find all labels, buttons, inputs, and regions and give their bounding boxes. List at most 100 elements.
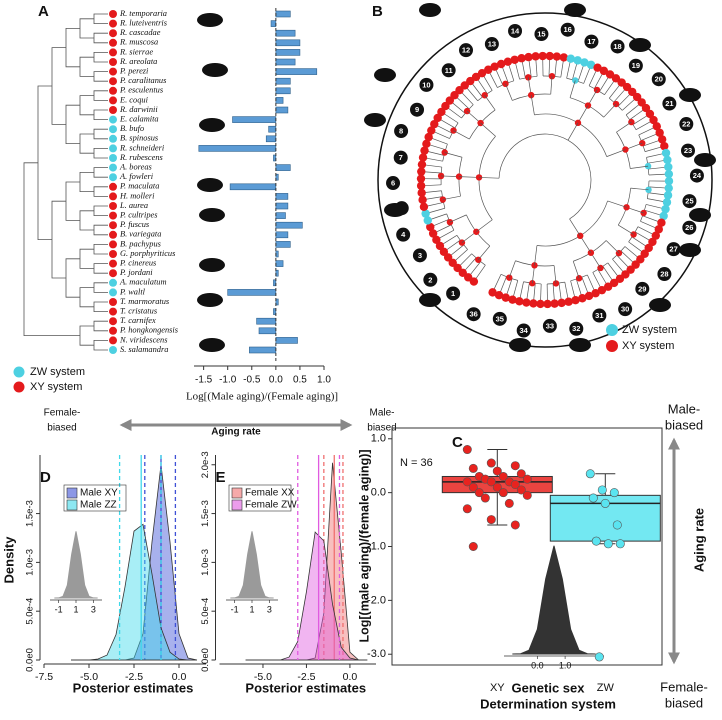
point [612, 520, 622, 530]
tree-branch [618, 224, 634, 235]
tip-dot [552, 52, 562, 61]
species-label: R. darwinii [119, 105, 158, 114]
point [462, 445, 472, 455]
species-label: R. luteiventris [119, 19, 167, 28]
tip-label: 18 [613, 42, 621, 51]
inset-density [230, 531, 274, 599]
inset-tick-label: -1 [55, 604, 63, 614]
species-label: R. areolata [119, 57, 157, 66]
tip-dot [417, 167, 426, 176]
point [510, 480, 520, 490]
inset-tick-label: 3 [91, 604, 96, 614]
silhouette [199, 118, 225, 132]
point [522, 490, 532, 500]
tip-dot [661, 148, 671, 158]
tree-branch [449, 214, 467, 223]
tree-branch [566, 60, 571, 79]
y-tick-label: 0.0 [371, 487, 386, 499]
tree-branch [637, 226, 655, 236]
tip-badge [592, 308, 607, 323]
tip-dot [578, 294, 587, 303]
tree-branch [93, 90, 108, 101]
tip-dot [538, 51, 547, 61]
tree-branch [648, 192, 667, 196]
arrow-left-label: Female- [44, 408, 81, 419]
legend-dot [606, 340, 618, 352]
tree-branch [442, 112, 459, 124]
tip-label: 6 [391, 179, 395, 188]
bar [258, 327, 277, 335]
species-label: T. carnifex [120, 316, 156, 325]
tree-branch [644, 146, 663, 152]
note: N = 36 [400, 457, 433, 469]
tree-branch [423, 184, 442, 187]
legend-swatch [231, 487, 243, 499]
system-dot [109, 278, 117, 287]
tip-badge [610, 39, 625, 54]
point [462, 504, 472, 514]
legend-label: ZW system [30, 366, 85, 378]
tip-dot [663, 155, 672, 165]
tree-branch [577, 105, 589, 124]
x-tick-label: ZW [597, 682, 615, 694]
point [516, 469, 526, 479]
tip-dot [418, 195, 427, 205]
tip-label: 10 [422, 80, 430, 89]
species-label: R. sierrae [119, 47, 153, 56]
tip-dot [417, 188, 426, 198]
tip-label: 20 [655, 75, 663, 84]
tree-branch [455, 96, 470, 110]
tip-badge [423, 272, 438, 287]
tip-dot [557, 298, 566, 308]
bar [275, 298, 279, 306]
system-dot [109, 259, 117, 268]
tip-badge [651, 72, 666, 87]
node-dot [475, 174, 483, 181]
tree-branch [581, 277, 589, 295]
tree-branch [427, 207, 445, 214]
species-label: B. pachypus [120, 239, 161, 248]
tip-dot [586, 60, 596, 70]
species-label: E. calamita [119, 115, 159, 124]
point [591, 536, 601, 546]
tree-branch [603, 103, 617, 118]
y-tick-label: 1.5e-3 [25, 500, 36, 527]
silhouette [364, 113, 386, 127]
tree-branch [594, 72, 604, 89]
outer-circle [377, 12, 713, 348]
tree-branch [449, 244, 464, 257]
tip-label: 25 [685, 197, 693, 206]
bar [270, 20, 277, 27]
tree-branch [622, 98, 636, 111]
tree-branch [617, 93, 632, 107]
tree-branch [79, 95, 94, 116]
species-label: R. temporaria [119, 9, 167, 18]
tree-branch [469, 261, 481, 276]
tree-branch [474, 264, 486, 281]
tree-branch [587, 274, 596, 292]
tip-label: 13 [488, 39, 496, 48]
system-dot [109, 326, 117, 335]
tip-dot [471, 72, 481, 82]
system-dot [109, 144, 117, 153]
tree-branch [552, 283, 555, 302]
bar [227, 289, 277, 296]
tip-label: 36 [469, 310, 477, 319]
y-tick-label: -3.0 [367, 648, 386, 660]
node-dot [446, 218, 454, 226]
bar [275, 106, 289, 114]
tip-badge [492, 311, 507, 326]
system-dot [109, 221, 117, 230]
x-tick-label: -2.5 [297, 671, 315, 683]
tip-label: 4 [401, 230, 406, 239]
point [486, 477, 496, 487]
system-dot [109, 10, 117, 18]
silhouette [679, 243, 701, 257]
tree-branch [445, 239, 461, 251]
y-tick-label: 5.0e-4 [25, 598, 36, 625]
tree-arc [498, 133, 592, 220]
tree-branch [577, 64, 585, 82]
tree-branch [597, 269, 608, 286]
point [468, 482, 478, 492]
tree-branch [93, 244, 108, 255]
